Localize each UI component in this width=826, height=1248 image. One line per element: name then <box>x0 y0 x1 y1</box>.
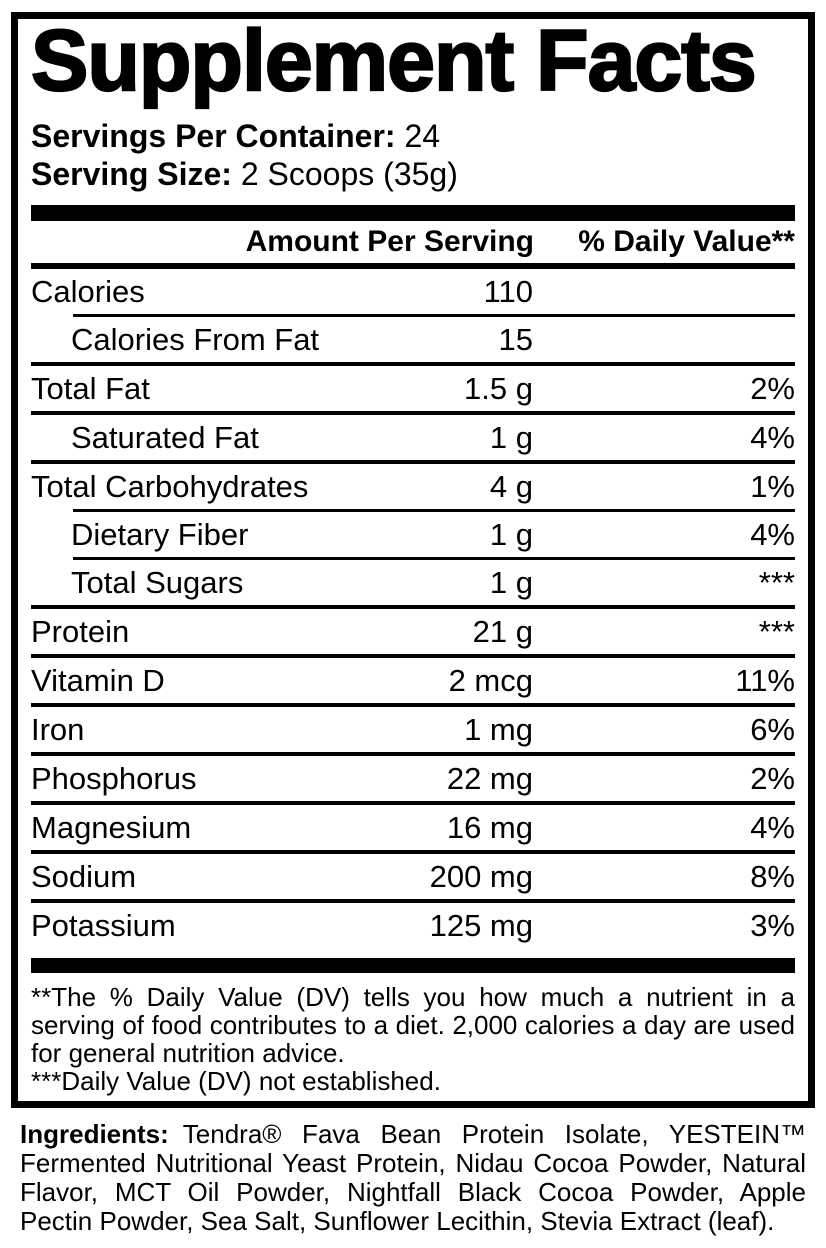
row-saturated-fat: Saturated Fat 1 g 4% <box>31 415 795 460</box>
nutrient-name: Potassium <box>31 907 176 943</box>
nutrient-dv: 4% <box>750 516 795 552</box>
nutrient-amount: 16 mg <box>446 809 533 845</box>
nutrient-name: Protein <box>31 613 130 649</box>
nutrient-dv: 11% <box>735 662 795 698</box>
row-divider <box>31 899 795 903</box>
supplement-facts-panel: Supplement Facts Servings Per Container:… <box>11 12 815 1108</box>
amount-per-serving-header: Amount Per Serving <box>245 225 534 258</box>
nutrient-amount: 1 mg <box>464 711 533 747</box>
row-phosphorus: Phosphorus 22 mg 2% <box>31 756 795 801</box>
nutrient-name: Vitamin D <box>31 662 165 698</box>
nutrient-dv: 8% <box>750 858 795 894</box>
serving-size-line: Serving Size: 2 Scoops (35g) <box>31 155 795 193</box>
row-calories: Calories 110 <box>31 269 795 314</box>
row-divider <box>73 557 795 560</box>
nutrient-name: Sodium <box>31 858 137 894</box>
nutrient-name: Phosphorus <box>31 760 197 796</box>
nutrient-amount: 21 g <box>472 613 533 649</box>
nutrient-amount: 2 mcg <box>448 662 533 698</box>
nutrient-amount: 110 <box>483 273 533 309</box>
nutrient-amount: 1 g <box>489 419 533 455</box>
nutrient-name: Total Carbohydrates <box>31 468 309 504</box>
thick-rule-top <box>31 205 795 221</box>
serving-info: Servings Per Container: 24 Serving Size:… <box>31 117 795 193</box>
nutrient-dv: 4% <box>750 419 795 455</box>
row-total-carbohydrates: Total Carbohydrates 4 g 1% <box>31 464 795 509</box>
servings-per-container-label: Servings Per Container: <box>31 118 396 154</box>
nutrient-amount: 1.5 g <box>464 370 533 406</box>
row-divider <box>31 850 795 854</box>
nutrient-name: Total Fat <box>31 370 150 406</box>
nutrient-amount: 15 <box>498 321 533 357</box>
row-divider <box>31 752 795 756</box>
nutrient-amount: 200 mg <box>429 858 533 894</box>
row-vitamin-d: Vitamin D 2 mcg 11% <box>31 658 795 703</box>
nutrient-name: Total Sugars <box>71 564 244 600</box>
row-protein: Protein 21 g *** <box>31 609 795 654</box>
row-calories-from-fat: Calories From Fat 15 <box>31 317 795 362</box>
footnotes: **The % Daily Value (DV) tells you how m… <box>31 983 795 1095</box>
daily-value-header: % Daily Value** <box>578 225 795 258</box>
row-divider <box>31 703 795 707</box>
ingredients-paragraph: Ingredients: Tendra® Fava Bean Protein Is… <box>20 1120 806 1236</box>
row-potassium: Potassium 125 mg 3% <box>31 903 795 948</box>
servings-per-container-value: 24 <box>404 118 441 154</box>
row-divider <box>31 654 795 658</box>
nutrient-name: Dietary Fiber <box>71 516 249 552</box>
servings-per-container-line: Servings Per Container: 24 <box>31 117 795 155</box>
thick-rule-bottom <box>31 958 795 973</box>
row-divider <box>73 509 795 512</box>
not-established-footnote: ***Daily Value (DV) not established. <box>31 1066 441 1096</box>
row-total-sugars: Total Sugars 1 g *** <box>31 560 795 605</box>
row-divider <box>31 411 795 415</box>
row-magnesium: Magnesium 16 mg 4% <box>31 805 795 850</box>
nutrient-name: Saturated Fat <box>71 419 259 455</box>
header-rule <box>31 263 795 269</box>
nutrient-name: Magnesium <box>31 809 192 845</box>
nutrient-amount: 125 mg <box>429 907 533 943</box>
nutrient-amount: 4 g <box>489 468 533 504</box>
nutrient-name: Calories <box>31 273 145 309</box>
row-total-fat: Total Fat 1.5 g 2% <box>31 366 795 411</box>
daily-value-footnote: **The % Daily Value (DV) tells you how m… <box>31 982 795 1068</box>
row-divider <box>31 362 795 366</box>
nutrient-dv: 2% <box>750 370 795 406</box>
serving-size-label: Serving Size: <box>31 156 232 192</box>
nutrient-dv: 6% <box>750 711 795 747</box>
nutrient-dv: 3% <box>750 907 795 943</box>
panel-title: Supplement Facts <box>30 13 758 109</box>
nutrient-name: Iron <box>31 711 85 747</box>
row-sodium: Sodium 200 mg 8% <box>31 854 795 899</box>
row-iron: Iron 1 mg 6% <box>31 707 795 752</box>
nutrient-name: Calories From Fat <box>71 321 320 357</box>
nutrient-amount: 22 mg <box>446 760 533 796</box>
nutrient-dv: 2% <box>750 760 795 796</box>
nutrient-dv: 4% <box>750 809 795 845</box>
row-divider <box>31 801 795 805</box>
nutrient-dv: *** <box>758 564 795 600</box>
row-divider <box>31 605 795 609</box>
nutrient-amount: 1 g <box>489 516 533 552</box>
nutrient-amount: 1 g <box>489 564 533 600</box>
ingredients-text: Tendra® Fava Bean Protein Isolate, YESTE… <box>20 1119 806 1236</box>
row-dietary-fiber: Dietary Fiber 1 g 4% <box>31 512 795 557</box>
row-divider <box>73 314 795 317</box>
serving-size-value: 2 Scoops (35g) <box>240 156 458 192</box>
nutrient-dv: 1% <box>750 468 795 504</box>
nutrient-dv: *** <box>758 613 795 649</box>
table-header-row: Amount Per Serving % Daily Value** <box>31 221 795 263</box>
row-divider <box>31 460 795 464</box>
ingredients-label: Ingredients: <box>20 1119 169 1149</box>
